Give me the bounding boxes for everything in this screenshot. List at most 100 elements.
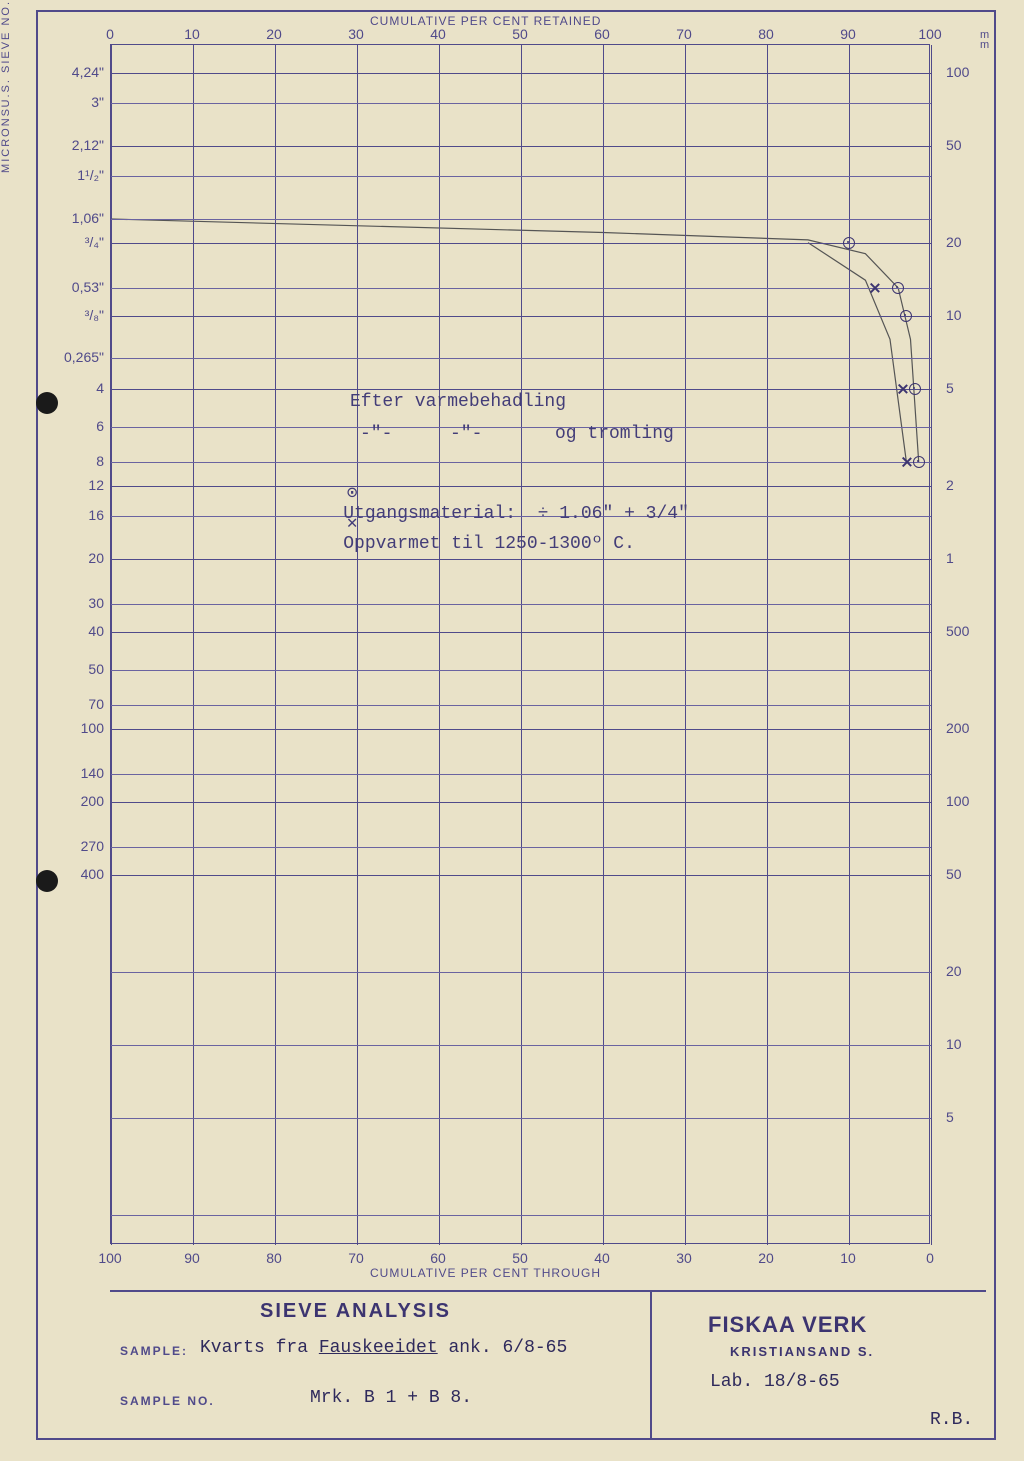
right-axis-label: MICRONS [0,107,12,173]
top-tick: 70 [676,26,692,42]
footer-title: SIEVE ANALYSIS [260,1300,451,1323]
legend-2: ✕ Oppvarmet til 1250-1300º C. [300,492,635,574]
top-tick: 50 [512,26,528,42]
legend-2-text: Oppvarmet til 1250-1300º C. [343,534,635,554]
bottom-axis-title: CUMULATIVE PER CENT THROUGH [370,1266,601,1280]
right-tick-mm: 5 [946,380,954,396]
chart-curves [111,45,929,1243]
gridline-horizontal [111,847,931,848]
circle-marker-icon [900,310,912,322]
gridline-vertical [603,45,604,1245]
right-tick-micron: 200 [946,720,969,736]
top-tick: 60 [594,26,610,42]
circle-marker-icon [843,237,855,249]
gridline-horizontal [111,729,931,731]
gridline-horizontal [111,219,931,220]
bottom-tick: 70 [348,1250,364,1266]
footer-block: SIEVE ANALYSIS SAMPLE: Kvarts fra Fauske… [110,1290,986,1440]
left-tick: 270 [44,838,104,854]
gridline-vertical [849,45,850,1245]
left-tick: 4,24" [44,64,104,80]
bottom-tick: 40 [594,1250,610,1266]
gridline-horizontal [111,670,931,671]
x-marker-icon [900,456,912,468]
gridline-horizontal [111,427,931,428]
right-tick-mm: 10 [946,307,962,323]
circle-marker-icon [909,383,921,395]
bottom-tick: 100 [98,1250,121,1266]
left-tick: 16 [44,507,104,523]
page: CUMULATIVE PER CENT RETAINED CUMULATIVE … [0,0,1024,1461]
gridline-horizontal [111,146,931,148]
left-tick: 0,53" [44,279,104,295]
bottom-tick: 80 [266,1250,282,1266]
right-tick-micron: 100 [946,793,969,809]
annotation-line-2b: -"- [450,424,482,444]
left-tick: 100 [44,720,104,736]
left-tick: ³/₈" [44,307,104,323]
gridline-horizontal [111,972,931,973]
gridline-vertical [931,45,932,1245]
gridline-vertical [111,45,112,1245]
left-tick: 2,12" [44,137,104,153]
gridline-horizontal [111,774,931,775]
gridline-vertical [357,45,358,1245]
right-tick-mm: 100 [946,64,969,80]
left-tick: 200 [44,793,104,809]
gridline-horizontal [111,1045,931,1046]
gridline-horizontal [111,176,931,177]
gridline-horizontal [111,802,931,804]
bottom-tick: 30 [676,1250,692,1266]
top-tick: 100 [918,26,941,42]
gridline-vertical [439,45,440,1245]
bottom-tick: 0 [926,1250,934,1266]
right-tick-mm: 50 [946,137,962,153]
circle-marker-icon [892,282,904,294]
gridline-horizontal [111,316,931,318]
circle-marker-icon [913,456,925,468]
gridline-horizontal [111,604,931,605]
org-city: KRISTIANSAND S. [730,1344,874,1359]
sample-value-underlined: Fauskeeidet [319,1338,438,1358]
gridline-horizontal [111,288,931,289]
top-tick: 10 [184,26,200,42]
left-tick: ³/₄" [44,234,104,250]
top-tick: 30 [348,26,364,42]
left-tick: 3" [44,94,104,110]
gridline-vertical [767,45,768,1245]
left-tick: 4 [44,380,104,396]
left-tick: 140 [44,765,104,781]
gridline-vertical [521,45,522,1245]
right-tick-mm: 1 [946,550,954,566]
lab-date: Lab. 18/8-65 [710,1372,840,1392]
gridline-horizontal [111,73,931,75]
left-tick: 50 [44,661,104,677]
sample-value: Kvarts fra Fauskeeidet ank. 6/8-65 [200,1338,567,1358]
top-tick: 80 [758,26,774,42]
top-axis-title: CUMULATIVE PER CENT RETAINED [370,14,601,28]
right-tick-mm: 2 [946,477,954,493]
org-name: FISKAA VERK [708,1312,867,1338]
sample-no-label: SAMPLE NO. [120,1394,215,1408]
gridline-horizontal [111,632,931,634]
gridline-horizontal [111,358,931,359]
sieve-chart [110,44,930,1244]
bottom-tick: 50 [512,1250,528,1266]
right-tick-micron: 50 [946,866,962,882]
top-tick: 40 [430,26,446,42]
annotation-line-2c: og tromling [555,424,674,444]
sample-label: SAMPLE: [120,1344,188,1358]
bottom-tick: 90 [184,1250,200,1266]
left-tick: 30 [44,595,104,611]
bottom-tick: 60 [430,1250,446,1266]
gridline-vertical [275,45,276,1245]
top-tick: 90 [840,26,856,42]
gridline-horizontal [111,875,931,877]
left-axis-label: U.S. SIEVE NO. [0,0,12,107]
bottom-tick: 20 [758,1250,774,1266]
top-tick: 0 [106,26,114,42]
gridline-horizontal [111,1215,931,1216]
sample-value-pre: Kvarts fra [200,1338,319,1358]
curve-oppvarmet [808,243,906,462]
gridline-horizontal [111,1118,931,1119]
